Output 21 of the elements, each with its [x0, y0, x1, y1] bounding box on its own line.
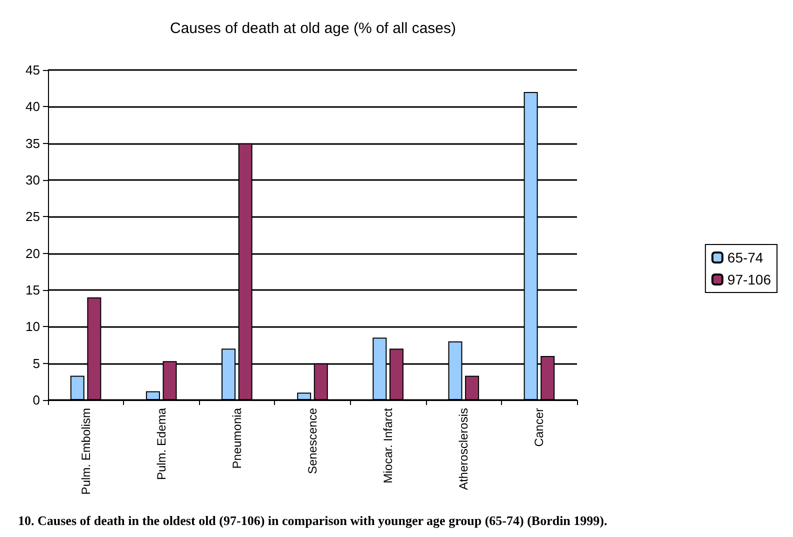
y-tick-label: 5 — [32, 356, 40, 371]
x-tick-label: Pneumonia — [230, 408, 244, 469]
y-tick-label: 15 — [26, 282, 40, 298]
y-tick-label: 30 — [26, 172, 40, 188]
y-tick-label: 25 — [26, 209, 40, 224]
y-tick-label: 0 — [32, 392, 40, 408]
x-tick-label: Pulm. Embolism — [78, 408, 93, 495]
legend-label: 65-74 — [727, 250, 764, 266]
x-tick-label: Pulm. Edema — [154, 408, 168, 480]
y-tick-label: 45 — [26, 62, 40, 78]
y-tick-label: 10 — [26, 319, 40, 334]
text: 10. Causes of death in the oldest old (97-106) in comparison with younger age group (65-74) (Bordin 1999). — [18, 513, 608, 528]
y-tick-label: 35 — [26, 136, 40, 151]
x-tick-label: Atherosclerosis — [456, 408, 471, 490]
x-tick-label: Miocar. Infarct — [381, 407, 396, 484]
chart-title: Causes of death at old age (% of all cases) — [170, 20, 456, 37]
y-tick-label: 20 — [26, 246, 40, 261]
x-tick-label: Senescence — [306, 408, 320, 474]
x-tick-label: Cancer — [532, 408, 546, 447]
legend-label: 97-106 — [727, 272, 772, 288]
y-tick-label: 40 — [26, 99, 40, 114]
